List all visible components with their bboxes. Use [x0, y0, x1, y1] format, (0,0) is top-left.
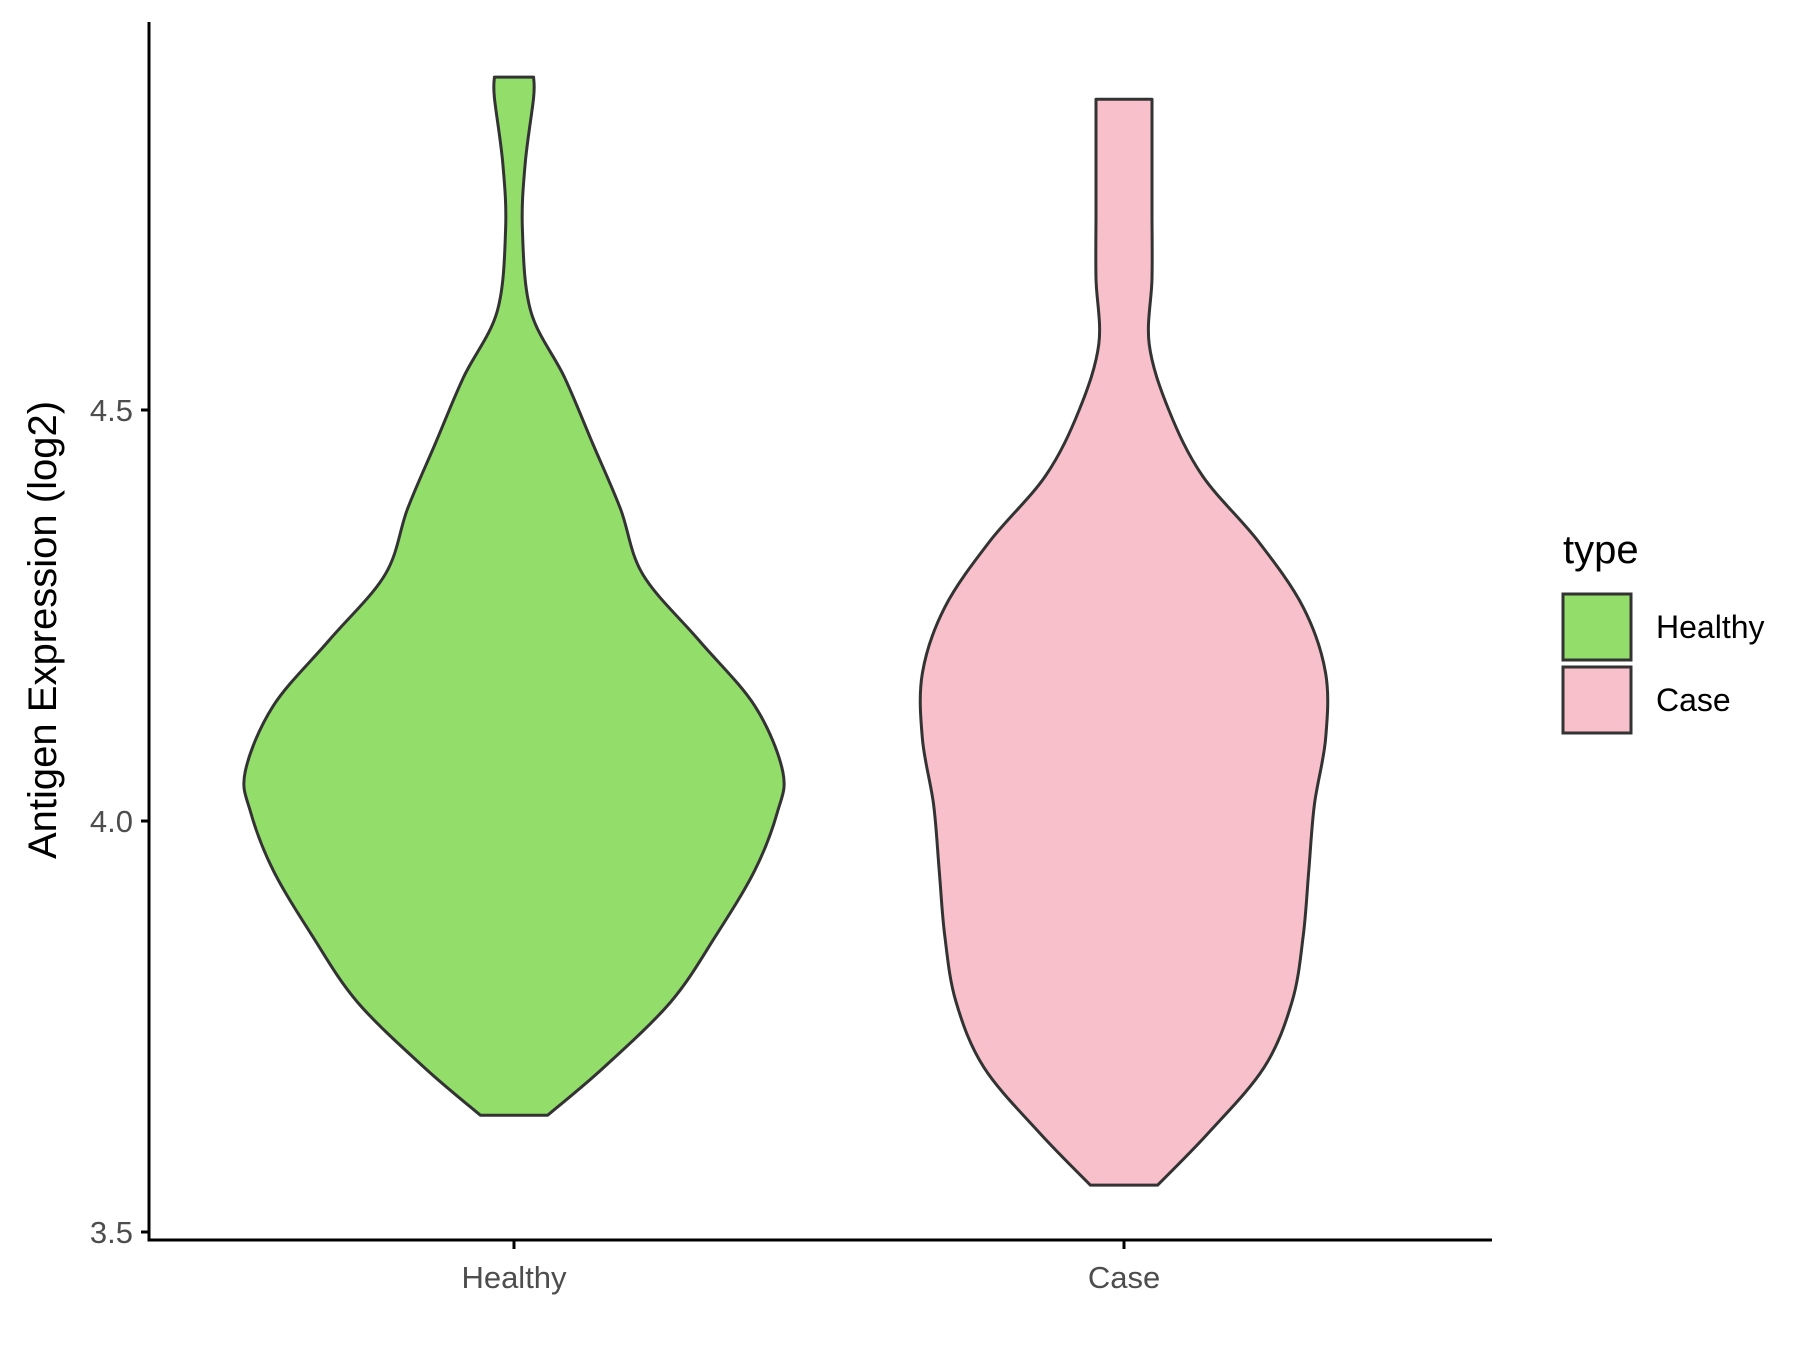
- legend-swatch-case: [1561, 665, 1633, 735]
- x-tick-label: Healthy: [461, 1260, 567, 1295]
- legend: type Healthy Case: [1561, 528, 1765, 735]
- y-tick-label: 3.5: [90, 1215, 133, 1250]
- violin-healthy: [242, 75, 786, 1117]
- legend-label-healthy: Healthy: [1656, 609, 1765, 645]
- legend-swatch-healthy: [1561, 592, 1633, 662]
- y-tick-label: 4.0: [90, 804, 133, 839]
- axes-layer: [147, 22, 1492, 1242]
- violin-case: [918, 97, 1330, 1187]
- legend-label-case: Case: [1656, 682, 1731, 718]
- x-ticks: Healthy Case: [461, 1240, 1160, 1295]
- legend-entries: Healthy Case: [1561, 592, 1765, 735]
- violin-layer: [242, 75, 1330, 1187]
- y-tick-label: 4.5: [90, 393, 133, 428]
- legend-title: type: [1563, 528, 1639, 572]
- y-ticks: 3.5 4.0 4.5: [90, 393, 149, 1250]
- x-tick-label: Case: [1088, 1260, 1160, 1295]
- y-axis-title: Antigen Expression (log2): [21, 401, 65, 859]
